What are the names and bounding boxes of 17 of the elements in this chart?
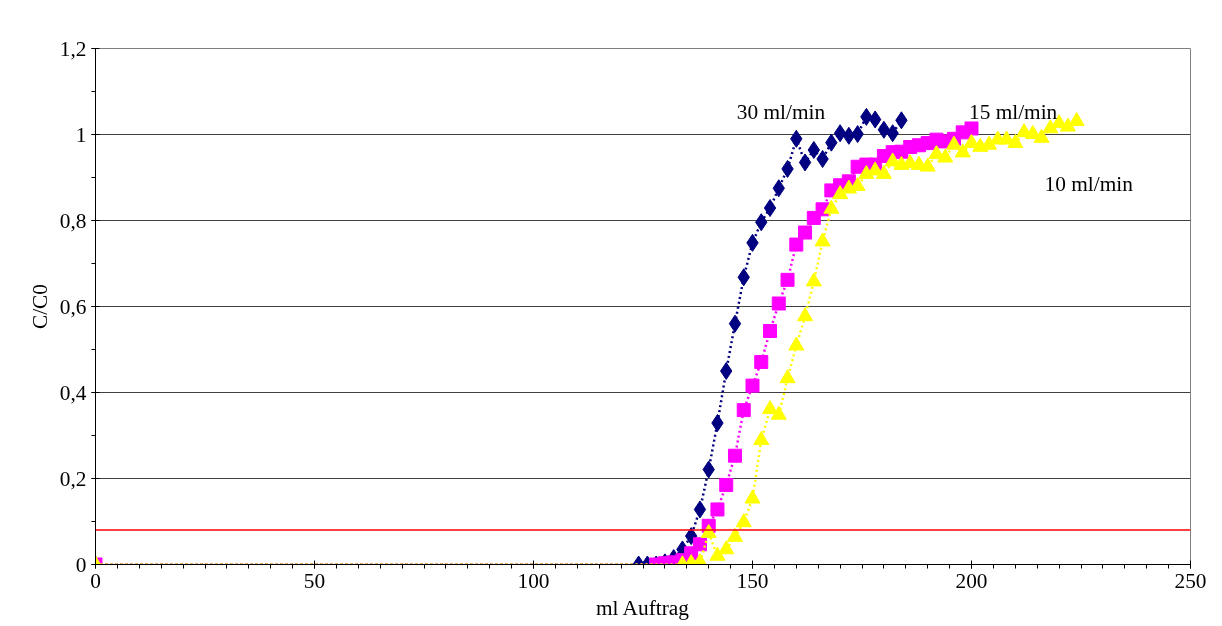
x-tick-label: 150 (736, 568, 769, 593)
x-tick-label: 200 (955, 568, 988, 593)
y-axis-title: C/C0 (27, 283, 52, 330)
y-tick-label: 0,8 (59, 208, 87, 233)
x-tick-label: 50 (303, 568, 326, 593)
x-tick-label: 250 (1174, 568, 1207, 593)
x-tick-label: 100 (517, 568, 550, 593)
y-tick-label: 0,4 (59, 380, 87, 405)
y-tick-label: 1,2 (59, 36, 87, 61)
annotation: 30 ml/min (736, 100, 826, 125)
y-tick-label: 0 (75, 552, 87, 577)
y-tick-label: 0,2 (59, 466, 87, 491)
y-tick-label: 1 (75, 122, 87, 147)
x-axis-title: ml Auftrag (595, 595, 690, 620)
annotation: 15 ml/min (968, 100, 1058, 125)
annotation: 10 ml/min (1044, 172, 1134, 197)
y-tick-label: 0,6 (59, 294, 87, 319)
